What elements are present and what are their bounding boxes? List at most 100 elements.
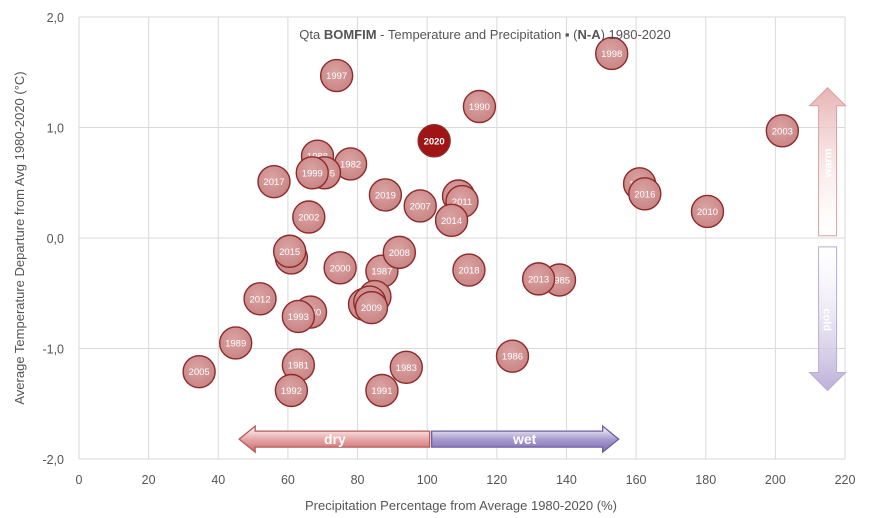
x-axis-title: Precipitation Percentage from Average 19… <box>305 498 617 513</box>
bubble-label: 1987 <box>371 267 392 278</box>
x-tick-label: 180 <box>695 473 716 487</box>
data-point-2020: 2020 <box>417 124 451 158</box>
data-point-1989: 1989 <box>218 326 253 360</box>
bubble-label: 1991 <box>371 386 392 397</box>
bubble-label: 2019 <box>375 190 396 201</box>
data-point-2012: 2012 <box>243 282 277 316</box>
bubble-label: 2011 <box>452 197 472 208</box>
bubble-label: 1982 <box>340 159 361 170</box>
bubble-label: 2003 <box>772 126 793 137</box>
bubble <box>521 262 556 296</box>
data-point-1997: 1997 <box>319 58 354 93</box>
bubble-label: 2005 <box>189 367 210 378</box>
bubble-label: 2020 <box>424 136 445 147</box>
title-mid: - Temperature and Precipitation ▪ ( <box>377 27 579 42</box>
bubble <box>182 355 216 389</box>
data-point-1983: 1983 <box>389 350 423 384</box>
data-point-2002: 2002 <box>292 200 326 234</box>
title-prefix: Qta <box>299 27 324 42</box>
bubble <box>319 58 354 93</box>
bubble <box>274 373 309 408</box>
bubble <box>354 290 389 325</box>
x-tick-label: 60 <box>281 473 295 487</box>
bubble-label: 1981 <box>288 361 309 372</box>
x-tick-label: 40 <box>211 473 225 487</box>
y-axis-title: Average Temperature Departure from Avg 1… <box>12 71 27 404</box>
data-point-2019: 2019 <box>368 178 403 212</box>
x-tick-label: 100 <box>417 473 438 487</box>
title-suffix: ) 1980-2020 <box>601 27 671 42</box>
y-tick-label: 1,0 <box>47 122 64 136</box>
title-station: BOMFIM <box>324 27 377 42</box>
warm-label: warm <box>823 148 835 178</box>
x-tick-label: 0 <box>76 473 83 487</box>
x-tick-label: 160 <box>626 473 647 487</box>
data-point-2016: 2016 <box>628 177 662 211</box>
grid <box>78 16 846 460</box>
bubble <box>403 189 437 223</box>
dry-label: dry <box>324 431 346 447</box>
data-point-1999: 1999 <box>295 156 329 190</box>
bubble-label: 2000 <box>330 263 351 274</box>
warm-arrow <box>808 87 847 237</box>
data-point-2018: 2018 <box>452 253 486 287</box>
bubble-label: 2016 <box>634 189 655 200</box>
dry-arrow <box>238 424 431 454</box>
bubble <box>365 373 399 408</box>
bubble <box>765 114 800 148</box>
x-tick-label: 120 <box>486 473 507 487</box>
bubble <box>243 282 277 316</box>
data-point-2007: 2007 <box>403 189 437 223</box>
data-point-1998: 1998 <box>595 36 629 71</box>
y-tick-label: 2,0 <box>47 11 64 25</box>
bubble-label: 2008 <box>389 248 410 259</box>
data-point-2015: 2015 <box>272 234 307 268</box>
data-points: 1980198119821983198419851986198719881989… <box>182 36 800 408</box>
data-point-2003: 2003 <box>765 114 800 148</box>
bubble-label: 2015 <box>279 247 300 258</box>
data-point-2017: 2017 <box>257 164 291 199</box>
data-point-2009: 2009 <box>354 290 389 325</box>
bubble-label: 1997 <box>326 71 347 82</box>
x-tick-label: 140 <box>556 473 577 487</box>
data-point-1992: 1992 <box>274 373 309 408</box>
bubble-label: 2018 <box>458 266 479 277</box>
data-point-2008: 2008 <box>382 235 417 270</box>
data-point-1991: 1991 <box>365 373 399 408</box>
bubble-label: 2010 <box>697 207 718 218</box>
x-tick-label: 20 <box>142 473 156 487</box>
wet-arrow <box>431 424 620 454</box>
bubble <box>382 235 417 270</box>
title-code: N-A <box>577 27 601 42</box>
bubble-label: 1985 <box>549 275 570 286</box>
bubble <box>417 124 451 158</box>
data-point-2014: 2014 <box>434 203 469 238</box>
bubble-label: 1990 <box>469 102 490 113</box>
data-point-2000: 2000 <box>323 251 357 285</box>
bubble-label: 2012 <box>249 294 270 305</box>
bubble-label: 2009 <box>361 303 382 314</box>
bubble <box>218 326 253 360</box>
bubble <box>257 164 291 199</box>
x-tick-label: 80 <box>351 473 365 487</box>
axes: 0 20 40 60 80 100 120 140 160 180 200 220 2,0 1,0 0,0 -… <box>42 11 855 487</box>
y-tick-label: -2,0 <box>42 453 64 467</box>
bubble-label: 2017 <box>263 177 284 188</box>
data-point-1981: 1981 <box>281 348 316 382</box>
data-point-1990: 1990 <box>462 89 497 124</box>
bubble <box>495 339 530 373</box>
bubble-label: 2013 <box>528 274 549 285</box>
bubble-label: 1986 <box>502 352 523 363</box>
bubble <box>452 253 486 287</box>
bubble <box>434 203 469 238</box>
bubble <box>628 177 662 211</box>
bubble <box>323 251 357 285</box>
wet-label: wet <box>512 431 537 447</box>
y-tick-label: 0,0 <box>47 232 64 246</box>
data-point-2013: 2013 <box>521 262 556 296</box>
data-point-1993: 1993 <box>281 299 316 334</box>
bubble-label: 1989 <box>225 338 246 349</box>
bubble-label: 2002 <box>298 213 319 224</box>
bubble-label: 1983 <box>396 363 417 374</box>
